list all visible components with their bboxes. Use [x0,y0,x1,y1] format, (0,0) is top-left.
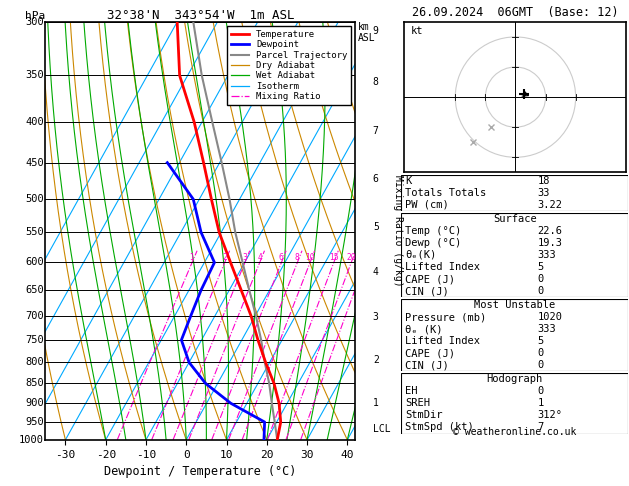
Text: 0: 0 [538,386,544,397]
Text: LCL: LCL [373,424,391,434]
Text: Totals Totals: Totals Totals [405,188,486,198]
Text: Most Unstable: Most Unstable [474,300,555,310]
Text: 0: 0 [538,348,544,358]
Text: Dewp (°C): Dewp (°C) [405,238,461,248]
Text: 3: 3 [373,312,379,322]
Text: Lifted Index: Lifted Index [405,336,480,346]
Text: 33: 33 [538,188,550,198]
Text: StmDir: StmDir [405,411,443,420]
Text: 5: 5 [538,336,544,346]
Text: 1000: 1000 [19,435,44,445]
X-axis label: Dewpoint / Temperature (°C): Dewpoint / Temperature (°C) [104,465,296,478]
Text: 450: 450 [25,157,44,168]
Text: 6: 6 [279,254,284,262]
Text: StmSpd (kt): StmSpd (kt) [405,422,474,433]
Text: 22.6: 22.6 [538,226,562,236]
Text: 950: 950 [25,417,44,427]
Text: 4: 4 [373,267,379,277]
Legend: Temperature, Dewpoint, Parcel Trajectory, Dry Adiabat, Wet Adiabat, Isotherm, Mi: Temperature, Dewpoint, Parcel Trajectory… [227,26,351,104]
Text: 333: 333 [538,250,556,260]
Text: hPa: hPa [25,11,45,21]
Text: km
ASL: km ASL [358,22,376,43]
Text: 312°: 312° [538,411,562,420]
Text: 18: 18 [538,176,550,186]
Text: CAPE (J): CAPE (J) [405,348,455,358]
Text: 1: 1 [373,398,379,408]
Text: 900: 900 [25,398,44,408]
Text: 750: 750 [25,335,44,345]
Text: 5: 5 [538,262,544,272]
Text: CIN (J): CIN (J) [405,360,449,370]
Text: 333: 333 [538,324,556,334]
Text: θₑ (K): θₑ (K) [405,324,443,334]
Text: 0: 0 [538,360,544,370]
Text: 6: 6 [373,174,379,184]
Text: 26.09.2024  06GMT  (Base: 12): 26.09.2024 06GMT (Base: 12) [411,6,618,19]
Text: 9: 9 [373,26,379,36]
Text: 19.3: 19.3 [538,238,562,248]
Text: 3.22: 3.22 [538,200,562,210]
Text: 8: 8 [295,254,300,262]
Text: 4: 4 [257,254,262,262]
Text: CAPE (J): CAPE (J) [405,274,455,284]
Text: 5: 5 [373,222,379,231]
Text: Pressure (mb): Pressure (mb) [405,312,486,322]
Text: 1020: 1020 [538,312,562,322]
Text: © weatheronline.co.uk: © weatheronline.co.uk [453,427,577,437]
Text: Hodograph: Hodograph [487,374,543,384]
Title: 32°38'N  343°54'W  1m ASL: 32°38'N 343°54'W 1m ASL [106,9,294,22]
Text: 600: 600 [25,258,44,267]
Text: 0: 0 [538,286,544,296]
Text: Surface: Surface [493,214,537,224]
Text: 2: 2 [373,355,379,365]
Text: 850: 850 [25,379,44,388]
Text: 500: 500 [25,194,44,204]
Text: Temp (°C): Temp (°C) [405,226,461,236]
Text: 300: 300 [25,17,44,27]
Text: 350: 350 [25,70,44,80]
Text: 10: 10 [305,254,315,262]
Text: θₑ(K): θₑ(K) [405,250,437,260]
Text: SREH: SREH [405,399,430,408]
Text: 0: 0 [538,274,544,284]
Text: 650: 650 [25,285,44,295]
Text: 800: 800 [25,357,44,367]
Text: 1: 1 [190,254,194,262]
Text: 7: 7 [373,126,379,136]
Text: 8: 8 [373,77,379,87]
Text: 20: 20 [347,254,356,262]
Text: Mixing Ratio (g/kg): Mixing Ratio (g/kg) [392,175,403,287]
Text: 2: 2 [222,254,227,262]
Text: CIN (J): CIN (J) [405,286,449,296]
Text: 700: 700 [25,311,44,321]
Text: 15: 15 [329,254,338,262]
Text: 1: 1 [538,399,544,408]
Text: EH: EH [405,386,418,397]
Text: 7: 7 [538,422,544,433]
Text: 3: 3 [242,254,247,262]
Text: K: K [405,176,411,186]
Text: 400: 400 [25,117,44,127]
Text: PW (cm): PW (cm) [405,200,449,210]
Text: 550: 550 [25,227,44,237]
Text: kt: kt [411,26,423,36]
Text: Lifted Index: Lifted Index [405,262,480,272]
